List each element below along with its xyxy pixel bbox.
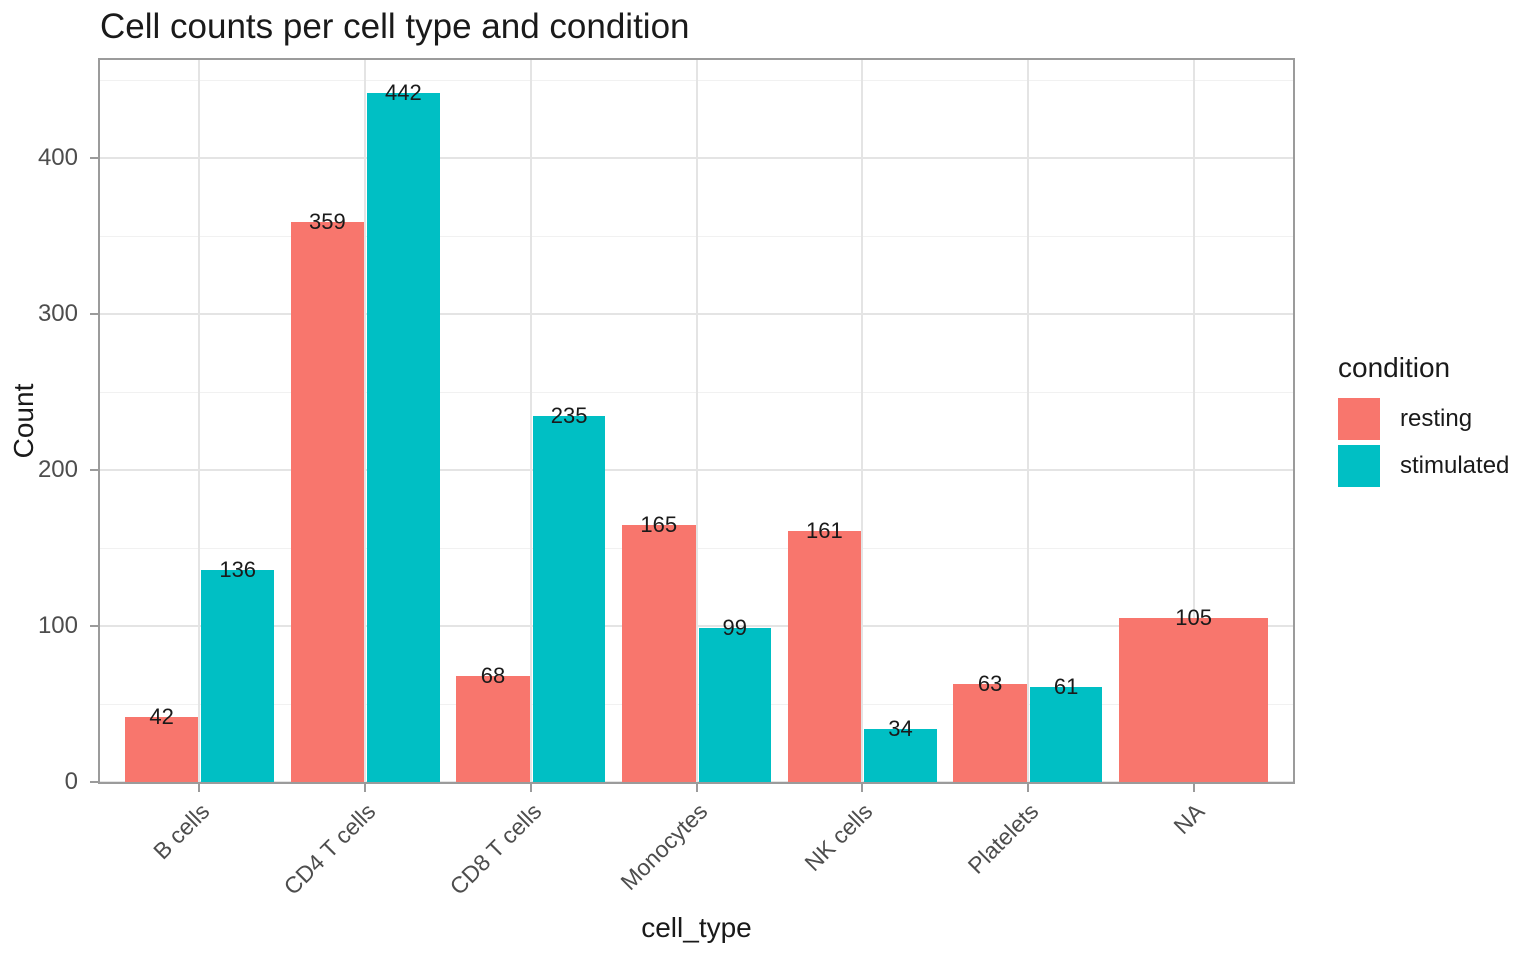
y-tick-label: 400 <box>37 144 78 172</box>
x-gridline-platelets <box>1026 60 1029 782</box>
bar-resting-cd8-t-cells <box>456 675 530 782</box>
legend-label-resting: resting <box>1400 405 1473 432</box>
y-tick-label: 0 <box>64 768 78 795</box>
bar-value-label-stimulated-nk-cells: 34 <box>888 715 913 741</box>
y-axis-tick <box>90 469 98 472</box>
x-gridline-cd8-t-cells <box>529 60 532 782</box>
bar-value-label-stimulated-cd8-t-cells: 235 <box>550 402 588 428</box>
x-axis-tick <box>198 784 201 792</box>
bar-value-label-stimulated-b-cells: 136 <box>219 556 257 582</box>
legend-item-stimulated: stimulated <box>1338 445 1536 487</box>
y-axis-tick <box>90 313 98 316</box>
bar-value-label-stimulated-monocytes: 99 <box>722 614 748 640</box>
bar-value-label-resting-b-cells: 42 <box>149 703 174 729</box>
y-tick-label: 200 <box>37 456 78 484</box>
x-axis-title: cell_type <box>641 912 752 943</box>
y-axis-tick <box>90 781 98 783</box>
legend-key-stimulated-swatch <box>1338 445 1380 487</box>
bar-resting-monocytes <box>621 524 696 782</box>
bar-value-label-resting-monocytes: 165 <box>640 511 678 537</box>
x-gridline-nk-cells <box>861 60 864 782</box>
legend-key-resting-swatch <box>1338 398 1380 440</box>
bar-resting-platelets <box>953 683 1027 782</box>
x-gridline-cd4-t-cells <box>364 60 367 782</box>
bar-stimulated-cd8-t-cells <box>532 415 606 782</box>
chart-title: Cell counts per cell type and condition <box>100 7 690 46</box>
bar-value-label-resting-platelets: 63 <box>977 670 1003 696</box>
legend-item-resting: resting <box>1338 398 1536 440</box>
bar-resting-b-cells <box>124 716 199 782</box>
bar-resting-na <box>1119 618 1269 782</box>
bar-value-label-stimulated-cd4-t-cells: 442 <box>385 79 422 105</box>
plot-panel: 42 136 359 442 68 235 165 99 161 34 63 61 105 <box>100 60 1293 783</box>
bar-stimulated-cd4-t-cells <box>367 92 440 782</box>
x-axis-tick <box>364 784 367 792</box>
bar-resting-nk-cells <box>787 530 862 782</box>
legend-label-stimulated: stimulated <box>1400 452 1510 479</box>
x-gridline-b-cells <box>198 60 201 782</box>
bar-value-label-resting-na: 105 <box>1175 605 1212 631</box>
x-axis-tick <box>861 784 864 792</box>
y-tick-label: 300 <box>37 300 78 328</box>
x-axis-tick <box>529 784 532 792</box>
x-axis-tick <box>1192 784 1195 792</box>
bar-value-label-stimulated-platelets: 61 <box>1053 673 1079 699</box>
bar-stimulated-platelets <box>1029 686 1103 782</box>
bar-stimulated-monocytes <box>698 627 772 782</box>
y-axis-title: Count <box>8 383 39 459</box>
bar-value-label-resting-cd8-t-cells: 68 <box>480 662 506 688</box>
legend: condition resting stimulated <box>1338 351 1536 492</box>
bar-value-label-resting-nk-cells: 161 <box>806 517 843 543</box>
bar-stimulated-nk-cells <box>864 728 937 782</box>
y-axis-tick <box>90 625 98 628</box>
y-tick-label: 100 <box>37 612 78 640</box>
x-axis-tick <box>695 784 698 792</box>
x-gridline-monocytes <box>695 60 698 782</box>
bar-value-label-resting-cd4-t-cells: 359 <box>308 209 346 235</box>
x-axis-tick <box>1026 784 1029 792</box>
y-axis-tick <box>90 157 98 160</box>
legend-title: condition <box>1338 352 1451 383</box>
bar-resting-cd4-t-cells <box>290 222 365 782</box>
x-gridline-na <box>1192 60 1195 782</box>
bar-stimulated-b-cells <box>201 569 274 782</box>
